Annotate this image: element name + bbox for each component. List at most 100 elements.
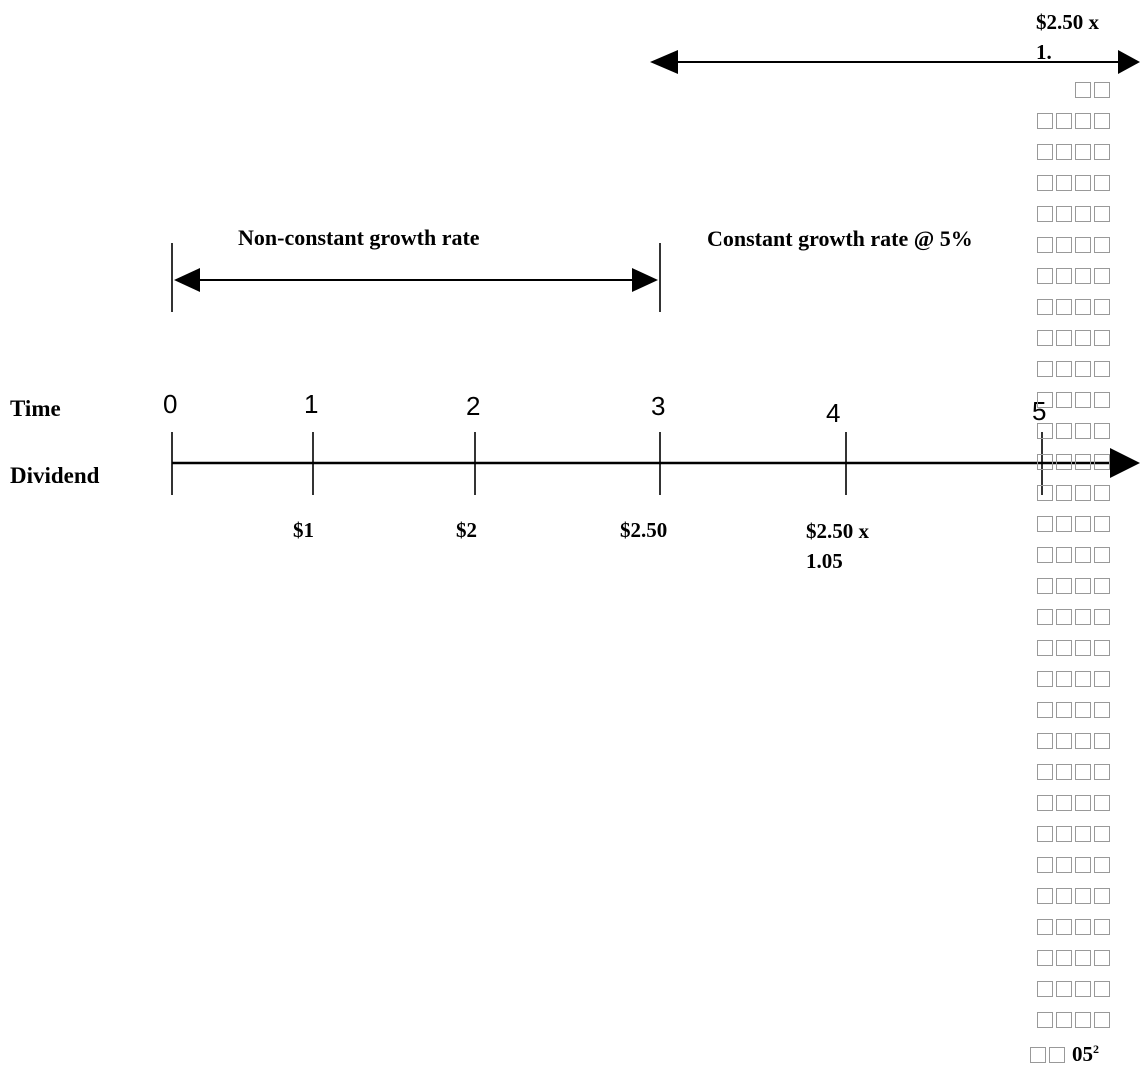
missing-glyph-box — [1056, 330, 1072, 346]
missing-glyph-box — [1094, 299, 1110, 315]
missing-glyph-box — [1094, 609, 1110, 625]
missing-glyph-box — [1056, 547, 1072, 563]
missing-glyph-box — [1075, 671, 1091, 687]
dividend-value-4-line1: $2.50 x — [806, 519, 869, 543]
missing-glyph-box — [1094, 981, 1110, 997]
missing-glyph-box — [1056, 237, 1072, 253]
missing-glyph-box — [1075, 981, 1091, 997]
glyph-box-row — [1030, 791, 1110, 822]
overflow-glyph-column: 052 — [1030, 78, 1110, 1070]
missing-glyph-box — [1037, 237, 1053, 253]
missing-glyph-box — [1094, 113, 1110, 129]
missing-glyph-box — [1037, 609, 1053, 625]
time-label-3: 3 — [651, 391, 666, 421]
missing-glyph-box — [1075, 361, 1091, 377]
dividend-value-3: $2.50 — [620, 518, 668, 542]
missing-glyph-box — [1037, 888, 1053, 904]
glyph-box-row — [1030, 853, 1110, 884]
missing-glyph-box — [1056, 981, 1072, 997]
missing-glyph-box — [1094, 950, 1110, 966]
constant-phase-arrow — [650, 50, 1140, 74]
missing-glyph-box — [1037, 702, 1053, 718]
glyph-box-row — [1030, 760, 1110, 791]
missing-glyph-box — [1056, 361, 1072, 377]
time-label-4: 4 — [826, 398, 841, 428]
glyph-box-row — [1030, 264, 1110, 295]
constant-growth-label: Constant growth rate @ 5% — [707, 226, 973, 251]
missing-glyph-box — [1094, 175, 1110, 191]
glyph-box-row — [1030, 109, 1110, 140]
missing-glyph-box — [1056, 888, 1072, 904]
missing-glyph-box — [1094, 733, 1110, 749]
missing-glyph-box — [1056, 175, 1072, 191]
glyph-box-row — [1030, 419, 1110, 450]
missing-glyph-box — [1075, 330, 1091, 346]
time-label-5: 5 — [1032, 396, 1047, 426]
missing-glyph-box — [1094, 392, 1110, 408]
arrowhead-left — [650, 50, 678, 74]
missing-glyph-box — [1037, 485, 1053, 501]
missing-glyph-box — [1056, 578, 1072, 594]
missing-glyph-box — [1094, 547, 1110, 563]
glyph-box-row — [1030, 605, 1110, 636]
glyph-box-row — [1030, 698, 1110, 729]
missing-glyph-box — [1037, 671, 1053, 687]
non-constant-growth-label: Non-constant growth rate — [238, 225, 480, 250]
missing-glyph-box — [1037, 330, 1053, 346]
missing-glyph-box — [1056, 485, 1072, 501]
missing-glyph-box — [1056, 144, 1072, 160]
missing-glyph-box — [1094, 330, 1110, 346]
missing-glyph-box — [1056, 423, 1072, 439]
missing-glyph-box — [1075, 950, 1091, 966]
missing-glyph-box — [1075, 764, 1091, 780]
missing-glyph-box — [1075, 268, 1091, 284]
arrowhead-right — [632, 268, 658, 292]
missing-glyph-box — [1056, 795, 1072, 811]
glyph-box-row — [1030, 884, 1110, 915]
missing-glyph-box — [1075, 609, 1091, 625]
missing-glyph-box — [1056, 919, 1072, 935]
glyph-box-row — [1030, 1008, 1110, 1039]
missing-glyph-box — [1075, 640, 1091, 656]
missing-glyph-box — [1094, 516, 1110, 532]
missing-glyph-box — [1075, 516, 1091, 532]
missing-glyph-box — [1075, 578, 1091, 594]
glyph-box-row — [1030, 295, 1110, 326]
missing-glyph-box — [1094, 640, 1110, 656]
missing-glyph-box — [1094, 485, 1110, 501]
timeline-axis — [171, 432, 1140, 495]
missing-glyph-box — [1075, 454, 1091, 470]
missing-glyph-box — [1075, 547, 1091, 563]
missing-glyph-box — [1037, 206, 1053, 222]
missing-glyph-box — [1075, 826, 1091, 842]
missing-glyph-box — [1056, 1012, 1072, 1028]
time-row-label: Time — [10, 396, 61, 421]
missing-glyph-box — [1037, 919, 1053, 935]
glyph-box-row — [1030, 543, 1110, 574]
dividend-value-4-line2: 1.05 — [806, 549, 843, 573]
missing-glyph-box — [1075, 175, 1091, 191]
missing-glyph-box — [1037, 578, 1053, 594]
missing-glyph-box — [1094, 361, 1110, 377]
missing-glyph-box — [1056, 454, 1072, 470]
glyph-box-row — [1030, 388, 1110, 419]
missing-glyph-box — [1075, 485, 1091, 501]
missing-glyph-box — [1075, 857, 1091, 873]
missing-glyph-box — [1075, 113, 1091, 129]
dividend-value-2: $2 — [456, 518, 477, 542]
missing-glyph-box — [1056, 671, 1072, 687]
missing-glyph-box — [1075, 1012, 1091, 1028]
missing-glyph-box — [1094, 702, 1110, 718]
missing-glyph-box — [1049, 1046, 1065, 1063]
arrowhead-right — [1118, 50, 1140, 74]
missing-glyph-box — [1037, 547, 1053, 563]
missing-glyph-box — [1037, 361, 1053, 377]
missing-glyph-box — [1037, 857, 1053, 873]
missing-glyph-box — [1056, 733, 1072, 749]
missing-glyph-box — [1056, 516, 1072, 532]
missing-glyph-box — [1037, 392, 1053, 408]
missing-glyph-box — [1037, 826, 1053, 842]
missing-glyph-box — [1094, 578, 1110, 594]
missing-glyph-box — [1056, 857, 1072, 873]
missing-glyph-box — [1056, 950, 1072, 966]
